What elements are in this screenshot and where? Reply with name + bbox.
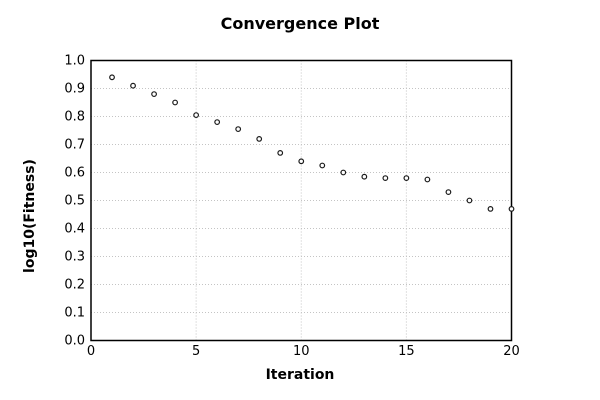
x-tick-label: 5 xyxy=(191,344,201,359)
data-point xyxy=(172,99,179,106)
chart-title: Convergence Plot xyxy=(220,14,380,33)
x-tick-label: 0 xyxy=(86,344,96,359)
data-point xyxy=(361,173,368,180)
data-point xyxy=(109,74,115,81)
y-tick-label: 0.0 xyxy=(64,333,85,348)
data-point xyxy=(445,189,452,196)
data-point xyxy=(382,175,389,182)
x-tick-label: 20 xyxy=(503,344,520,359)
data-point xyxy=(256,135,263,142)
data-point xyxy=(424,176,431,183)
y-tick-label: 0.7 xyxy=(64,137,85,152)
data-point xyxy=(487,205,494,212)
x-axis-label: Iteration xyxy=(265,367,335,383)
data-point xyxy=(508,205,515,212)
data-point xyxy=(403,175,410,182)
y-tick-label: 0.4 xyxy=(64,221,85,236)
data-point xyxy=(298,158,305,165)
y-tick-label: 0.3 xyxy=(64,249,85,264)
data-point xyxy=(151,91,157,97)
data-point xyxy=(466,197,473,204)
x-tick-label: 15 xyxy=(398,344,415,359)
data-point xyxy=(277,149,284,156)
y-tick-label: 0.6 xyxy=(64,165,85,180)
data-point xyxy=(193,112,200,118)
x-tick-label: 10 xyxy=(292,344,310,359)
y-tick-label: 0.8 xyxy=(64,109,85,124)
data-point xyxy=(130,82,136,89)
y-tick-label: 0.2 xyxy=(64,277,85,292)
y-tick-label: 0.5 xyxy=(64,193,85,208)
data-point xyxy=(235,126,242,133)
y-tick-label: 1.0 xyxy=(64,53,85,68)
plot-border xyxy=(90,59,513,342)
y-tick-label: 0.9 xyxy=(64,81,85,96)
data-point xyxy=(340,169,347,176)
y-tick-label: 0.1 xyxy=(64,305,85,320)
data-point xyxy=(214,119,221,125)
data-point xyxy=(319,162,326,169)
